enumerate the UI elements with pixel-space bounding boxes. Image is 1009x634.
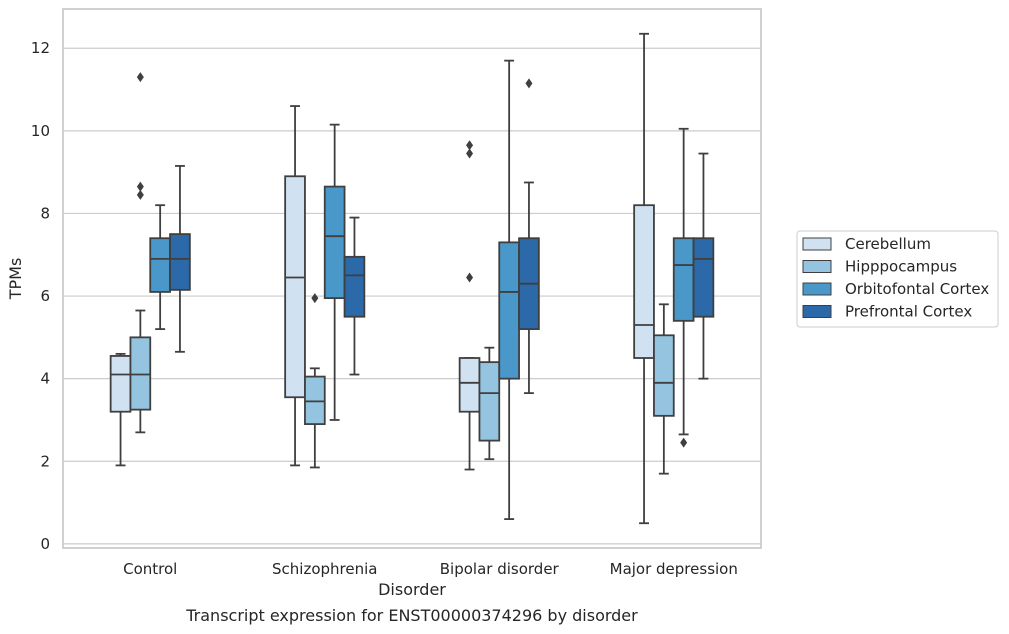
legend-label: Orbitofontal Cortex — [845, 280, 989, 298]
y-tick-label: 0 — [40, 535, 50, 553]
outlier-point — [136, 189, 144, 200]
x-axis-label: Disorder — [378, 580, 446, 599]
outlier-point — [680, 437, 688, 448]
outlier-point — [136, 181, 144, 192]
outlier-point — [466, 272, 474, 283]
box — [149, 237, 171, 293]
box — [672, 237, 695, 322]
legend-label: Cerebellum — [845, 235, 931, 253]
box — [304, 375, 326, 425]
y-tick-label: 4 — [40, 370, 50, 388]
y-tick-label: 12 — [31, 39, 50, 57]
y-axis-label: TPMs — [6, 258, 25, 301]
box — [478, 361, 501, 442]
box — [498, 241, 520, 380]
legend-swatch — [802, 260, 832, 273]
y-tick-label: 10 — [31, 122, 50, 140]
box — [458, 357, 481, 413]
y-tick-label: 2 — [40, 452, 50, 470]
box — [653, 334, 675, 417]
outlier-point — [525, 78, 533, 89]
box — [633, 204, 655, 359]
box — [692, 237, 715, 318]
x-tick-label: Control — [123, 560, 177, 578]
legend-box — [796, 230, 999, 328]
legend-label: Prefrontal Cortex — [845, 303, 972, 321]
y-tick-label: 6 — [40, 287, 50, 305]
box — [323, 185, 346, 300]
outlier-point — [311, 293, 319, 304]
outlier-point — [136, 72, 144, 83]
box — [129, 336, 152, 411]
legend-swatch — [802, 237, 832, 251]
box — [343, 255, 366, 318]
outlier-point — [466, 148, 474, 159]
x-tick-label: Schizophrenia — [272, 560, 377, 578]
legend-swatch — [802, 305, 832, 318]
legend-label: Hipppocampus — [845, 258, 957, 276]
figure-caption: Transcript expression for ENST0000037429… — [186, 606, 638, 625]
box — [284, 175, 306, 399]
x-tick-label: Bipolar disorder — [440, 560, 560, 578]
legend-swatch — [802, 282, 832, 296]
plot-frame — [62, 8, 762, 549]
box — [169, 233, 191, 291]
y-tick-label: 8 — [40, 204, 50, 222]
outlier-point — [466, 140, 474, 151]
x-tick-label: Major depression — [610, 560, 738, 578]
box — [109, 355, 132, 413]
